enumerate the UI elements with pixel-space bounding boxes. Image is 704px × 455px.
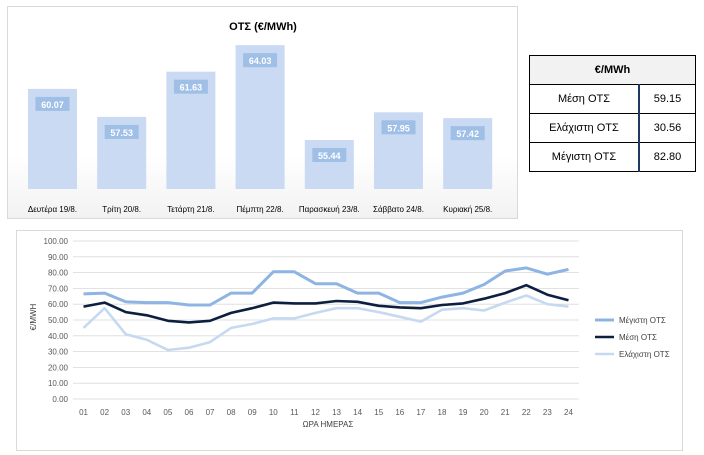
- x-tick-label-12: 12: [311, 408, 320, 417]
- bar-value-label-bg-1: [35, 96, 70, 111]
- bar-category-label-3: Τετάρτη 21/8.: [167, 205, 214, 214]
- bar-value-label-6: 57.95: [387, 123, 410, 133]
- x-tick-label-13: 13: [332, 408, 341, 417]
- x-tick-label-16: 16: [395, 408, 404, 417]
- stats-row-avg: Μέση ΟΤΣ 59.15: [529, 84, 696, 114]
- bar-value-label-bg-7: [450, 126, 485, 141]
- y-tick-label-7: 70.00: [48, 284, 69, 293]
- x-tick-label-7: 07: [206, 408, 215, 417]
- x-tick-label-23: 23: [543, 408, 552, 417]
- bar-category-label-2: Τρίτη 20/8.: [102, 205, 141, 214]
- x-tick-label-10: 10: [269, 408, 278, 417]
- bar-chart-panel: ΟΤΣ (€/MWh) 60.07 Δευτέρα 19/8. 57.53 Τρίτη…: [7, 6, 518, 219]
- bar-4: [235, 45, 285, 189]
- bar-value-label-bg-3: [173, 79, 208, 94]
- y-tick-label-3: 30.00: [48, 348, 69, 357]
- bar-category-label-1: Δευτέρα 19/8.: [28, 205, 77, 214]
- legend: Μέγιστη ΟΤΣ Μέση ΟΤΣ Ελάχιστη ΟΤΣ: [595, 316, 670, 359]
- series-line-2: [83, 283, 569, 324]
- x-tick-label-15: 15: [374, 408, 383, 417]
- y-axis-title: €/MWH: [29, 303, 38, 330]
- line-chart-grid: [73, 240, 579, 400]
- x-tick-label-9: 09: [248, 408, 257, 417]
- x-tick-label-17: 17: [416, 408, 425, 417]
- x-tick-label-20: 20: [480, 408, 489, 417]
- stats-row-min: Ελάχιστη ΟΤΣ 30.56: [529, 113, 696, 143]
- x-tick-label-3: 03: [121, 408, 130, 417]
- x-tick-label-14: 14: [353, 408, 362, 417]
- bar-value-label-1: 60.07: [41, 100, 64, 110]
- legend-label-1: Μέγιστη ΟΤΣ: [619, 316, 666, 325]
- y-tick-label-9: 90.00: [48, 253, 69, 262]
- line-chart: 0.00 10.00 20.00 30.00 40.00 50.00 60.00 70.00 8…: [29, 237, 670, 429]
- bar-value-label-2: 57.53: [110, 128, 133, 138]
- stats-value-max: 82.80: [638, 142, 696, 172]
- x-tick-label-1: 01: [79, 408, 88, 417]
- bar-value-label-bg-6: [381, 120, 416, 135]
- legend-label-2: Μέση ΟΤΣ: [619, 333, 657, 342]
- stats-row-max: Μέγιστη ΟΤΣ 82.80: [529, 142, 696, 172]
- bar-category-label-4: Πέμπτη 22/8.: [237, 205, 284, 214]
- x-tick-label-8: 08: [227, 408, 236, 417]
- stats-label-avg: Μέση ΟΤΣ: [529, 84, 640, 114]
- stats-header: €/MWh: [529, 55, 696, 85]
- bar-value-label-bg-2: [104, 124, 139, 139]
- x-tick-label-24: 24: [564, 408, 573, 417]
- y-tick-label-2: 20.00: [48, 363, 69, 372]
- y-tick-label-10: 100.00: [44, 237, 69, 246]
- bar-value-label-7: 57.42: [456, 129, 479, 139]
- y-tick-label-0: 0.00: [52, 395, 68, 404]
- y-tick-label-1: 10.00: [48, 379, 69, 388]
- bar-value-label-3: 61.63: [180, 83, 203, 93]
- x-axis-title: ΩΡΑ ΗΜΕΡΑΣ: [303, 420, 354, 429]
- bar-value-label-4: 64.03: [249, 56, 272, 66]
- bar-category-label-6: Σάββατο 24/8.: [373, 205, 424, 214]
- y-axis-ticks: 0.00 10.00 20.00 30.00 40.00 50.00 60.00 70.00 8…: [44, 237, 69, 404]
- series-line-3: [82, 294, 569, 352]
- stats-header-row: €/MWh: [529, 55, 696, 85]
- y-tick-label-6: 60.00: [48, 300, 69, 309]
- legend-label-3: Ελάχιστη ΟΤΣ: [619, 350, 670, 359]
- y-tick-label-4: 40.00: [48, 332, 69, 341]
- x-tick-label-19: 19: [459, 408, 468, 417]
- x-tick-label-4: 04: [142, 408, 151, 417]
- bar-value-label-bg-4: [243, 53, 278, 68]
- bar-category-label-5: Παρασκευή 23/8.: [299, 205, 360, 214]
- x-tick-label-18: 18: [438, 408, 447, 417]
- y-tick-label-5: 50.00: [48, 316, 69, 325]
- bar-chart-title: ΟΤΣ (€/MWh): [229, 21, 297, 33]
- bar-value-label-bg-5: [312, 147, 347, 162]
- x-axis-ticks: 01 02 03 04 05 06 07 08 09 10 11 12 13 14 15 16 17 18 19 20…: [79, 408, 573, 417]
- series-line-1: [83, 266, 569, 307]
- bar-value-label-5: 55.44: [318, 151, 341, 161]
- x-tick-label-6: 06: [185, 408, 194, 417]
- x-tick-label-5: 05: [163, 408, 172, 417]
- y-tick-label-8: 80.00: [48, 269, 69, 278]
- line-series-group: [82, 266, 569, 352]
- bar-category-label-7: Κυριακή 25/8.: [443, 205, 492, 214]
- stats-value-avg: 59.15: [638, 84, 696, 114]
- line-chart-panel: 0.00 10.00 20.00 30.00 40.00 50.00 60.00 70.00 8…: [16, 230, 683, 451]
- x-tick-label-21: 21: [501, 408, 510, 417]
- x-tick-label-2: 02: [100, 408, 109, 417]
- stats-label-max: Μέγιστη ΟΤΣ: [529, 142, 640, 172]
- bar-5: [304, 139, 354, 189]
- bar-chart: ΟΤΣ (€/MWh) 60.07 Δευτέρα 19/8. 57.53 Τρίτη…: [28, 21, 492, 214]
- x-tick-label-22: 22: [522, 408, 531, 417]
- bar-series: 60.07 Δευτέρα 19/8. 57.53 Τρίτη 20/8. 61.63 Τ…: [28, 45, 492, 214]
- x-tick-label-11: 11: [290, 408, 299, 417]
- stats-value-min: 30.56: [638, 113, 696, 143]
- stats-table: €/MWh Μέση ΟΤΣ 59.15 Ελάχιστη ΟΤΣ 30.56 …: [529, 55, 696, 172]
- stats-label-min: Ελάχιστη ΟΤΣ: [529, 113, 640, 143]
